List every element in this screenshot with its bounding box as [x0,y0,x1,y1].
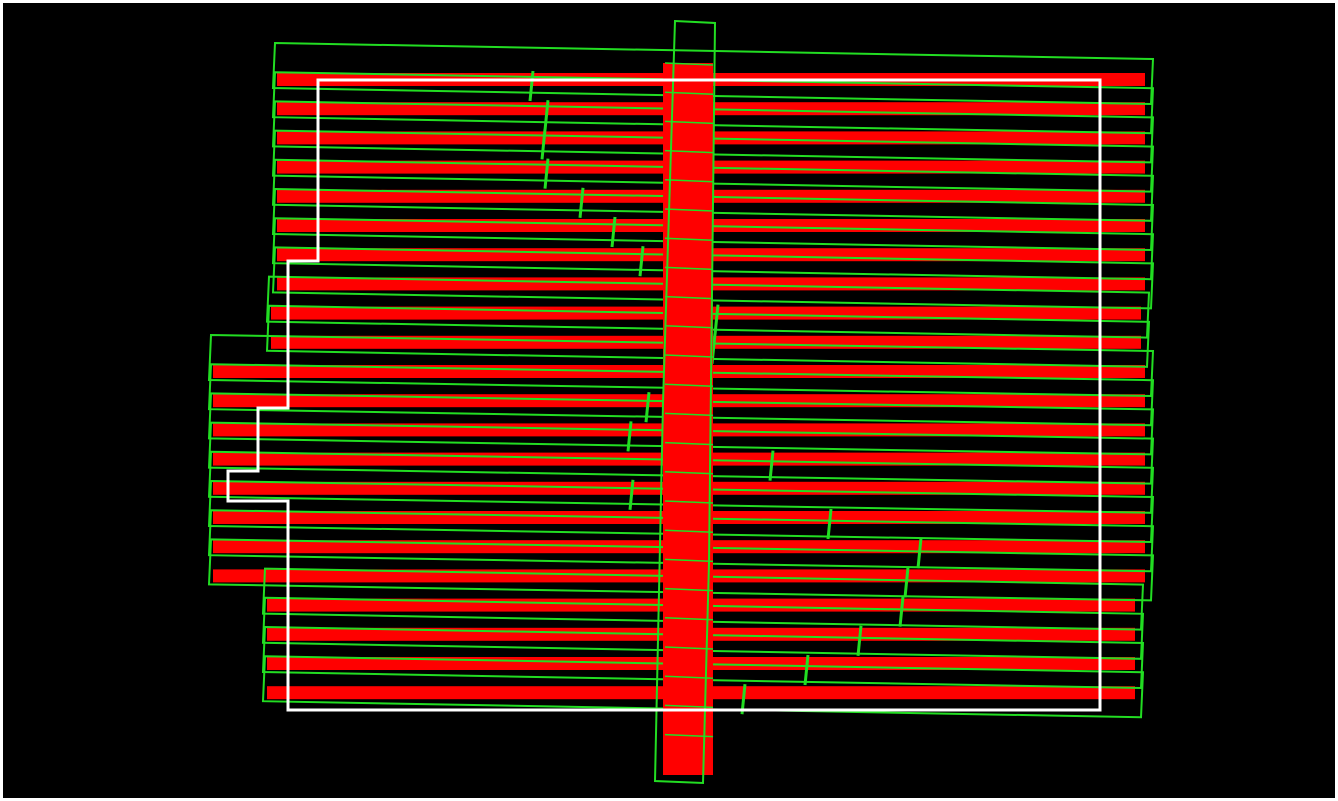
vertical-strip-tick [664,471,714,475]
strip-divider [626,421,633,452]
strip-divider [856,625,863,656]
vertical-strip-tick [664,354,714,358]
strip-outline [207,479,1155,544]
strip-divider [543,100,550,131]
strip-outlines [207,41,1155,719]
strip-divider [543,158,550,189]
vertical-strip-tick [664,383,714,387]
vertical-strip-tick [664,237,714,241]
vertical-strip [653,19,717,785]
strip-divider [528,70,535,102]
strip-divider [628,479,635,510]
strip-outline [261,655,1145,719]
vertical-strip-tick [664,325,714,329]
strip-dividers [528,70,923,715]
strip-divider [713,304,720,335]
strip-outline [271,158,1155,222]
strip-outline [207,333,1155,398]
strip-outline [207,509,1155,573]
vertical-strip-tick [664,646,714,650]
strip-divider [768,450,775,481]
vertical-strip-tick [664,266,714,271]
strip-divider [916,538,923,569]
strip-divider [638,246,645,277]
strip-outline [271,217,1155,281]
vertical-strip-tick [664,120,714,125]
strip-divider [826,508,833,540]
canvas-frame [3,3,1335,798]
strip-outline [271,71,1155,135]
strip-outline [261,625,1145,690]
strip-divider [803,654,810,686]
strip-divider [540,129,547,160]
strip-outline [271,129,1155,193]
strip-outline [207,450,1155,514]
vertical-strip-tick [664,295,714,300]
vertical-strip-tick [664,441,714,446]
vertical-strip-outline [653,19,717,785]
vertical-strip-tick [664,208,714,212]
strip-outline [207,538,1155,602]
vertical-strip-tick [664,529,714,533]
vertical-strip-tick [664,733,714,738]
strip-outline [207,392,1155,456]
vertical-strip-tick [664,558,714,563]
strip-divider [644,392,651,423]
vertical-strip-tick [664,91,714,95]
vertical-strip-tick [664,179,714,183]
strip-divider [898,596,905,627]
strip-outline [261,596,1145,660]
vertical-strip-tick [664,149,714,154]
vertical-strip-tick [664,500,714,504]
strip-outline [261,567,1145,631]
vertical-strip-tick [664,617,714,621]
vertical-strip-tick [664,675,714,679]
vertical-strip-tick [664,704,714,709]
vertical-strip-tick [664,412,714,417]
strip-divider [610,216,617,248]
vertical-strip-tick [664,62,714,66]
coverage-canvas[interactable] [3,3,1335,798]
strip-divider [578,187,585,218]
strip-outline [271,100,1155,164]
strip-outline [265,275,1151,339]
strip-outline [207,421,1155,485]
survey-boundary [226,78,1102,712]
strip-outline [271,187,1155,252]
strip-outline [271,41,1155,106]
vertical-strip-tick [664,587,714,592]
strip-divider [903,567,910,598]
strip-outline [207,363,1155,427]
